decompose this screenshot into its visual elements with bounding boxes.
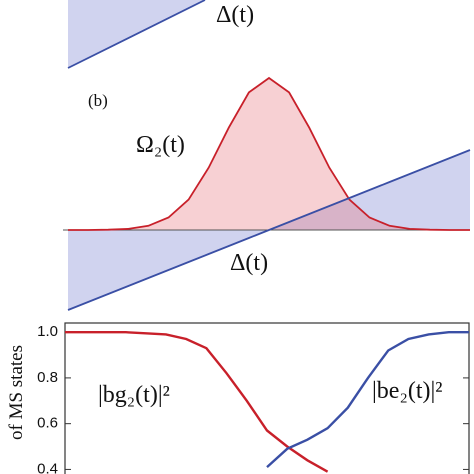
be-label: |be₂(t)|² [372,378,442,404]
curve [67,0,206,69]
y-axis-label: of MS states [6,345,27,440]
curve [65,331,329,473]
plot-frame [64,322,470,474]
y-tick-label: 0.6 [37,415,58,432]
delta-label-b: Δ(t) [230,250,268,276]
bg-label: |bg₂(t)|² [98,382,170,408]
curve [67,149,471,311]
curve [68,76,470,231]
panel-label: (b) [88,91,108,110]
y-tick-label: 0.8 [37,369,58,386]
delta-label-a: Δ(t) [216,2,254,28]
area-fill [68,78,470,230]
y-tick-label: 0.4 [37,460,58,474]
y-tick-label: 1.0 [37,323,58,340]
curve [266,331,469,468]
omega-label: Ω₂(t) [136,132,185,158]
